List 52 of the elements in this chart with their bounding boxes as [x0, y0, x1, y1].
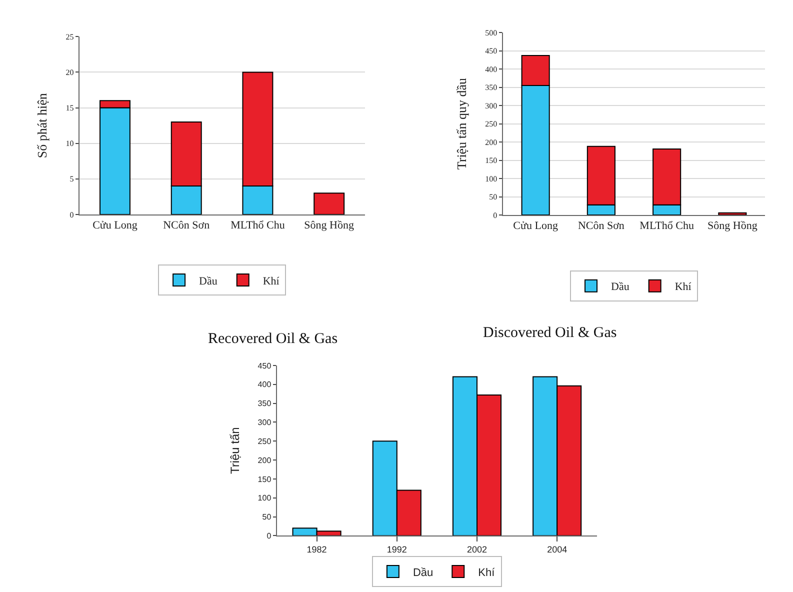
y-axis-title: Số phát hiện [34, 92, 50, 158]
y-tick-label: 150 [258, 474, 272, 484]
x-tick-label: Cửu Long [513, 220, 558, 232]
y-tick-label: 300 [485, 101, 498, 110]
y-axis-title: Triệu tấn quy dầu [454, 78, 470, 170]
y-tick-label: 250 [485, 120, 498, 129]
legend-label: Dầu [412, 566, 434, 579]
legend-label: Khí [262, 275, 280, 288]
x-tick-label: MLThổ Chu [640, 220, 694, 232]
y-tick-label: 25 [66, 32, 74, 42]
y-tick-label: 0 [493, 210, 498, 220]
legend-label: Dầu [199, 275, 218, 288]
y-tick-label: 0 [266, 532, 272, 540]
x-tick-label: 1992 [386, 544, 407, 554]
y-tick-label: 350 [258, 399, 272, 408]
y-tick-label: 400 [485, 64, 498, 74]
y-axis-title: Triệu tấn [228, 427, 242, 474]
y-tick-label: 20 [66, 68, 74, 78]
legend-label: Khí [478, 566, 496, 579]
text: Recovered Oil & Gas [208, 331, 338, 347]
text: Discovered Oil & Gas [483, 325, 617, 341]
x-tick-label: Cửu Long [92, 220, 138, 232]
y-tick-label: 500 [485, 28, 498, 38]
x-tick-label: Sông Hồng [708, 220, 758, 232]
y-tick-label: 50 [262, 512, 272, 522]
y-tick-label: 100 [485, 174, 498, 184]
y-tick-label: 400 [258, 380, 272, 390]
x-tick-label: MLThổ Chu [230, 220, 286, 232]
x-tick-label: NCôn Sơn [163, 220, 210, 232]
y-tick-label: 300 [258, 418, 272, 428]
x-tick-label: NCôn Sơn [578, 220, 625, 232]
y-tick-label: 10 [66, 139, 74, 148]
x-tick-label: 2002 [466, 544, 488, 554]
y-tick-label: 0 [70, 210, 74, 220]
x-tick-label: 2004 [547, 544, 568, 554]
y-tick-label: 200 [258, 456, 272, 465]
y-tick-label: 450 [485, 46, 498, 56]
y-tick-label: 50 [489, 192, 498, 202]
y-tick-label: 5 [70, 174, 74, 184]
x-tick-label: 1982 [306, 544, 327, 554]
y-tick-label: 250 [258, 436, 272, 446]
y-tick-label: 15 [66, 104, 74, 113]
bar [314, 192, 345, 214]
x-tick-label: Sông Hồng [304, 220, 354, 232]
y-tick-label: 100 [258, 494, 272, 503]
legend-label: Dầu [611, 281, 630, 294]
bar [718, 212, 747, 216]
y-tick-label: 150 [485, 156, 498, 166]
y-tick-label: 450 [258, 361, 272, 370]
y-tick-label: 200 [485, 138, 498, 147]
legend-label: Khí [674, 281, 692, 294]
y-tick-label: 350 [485, 83, 498, 92]
